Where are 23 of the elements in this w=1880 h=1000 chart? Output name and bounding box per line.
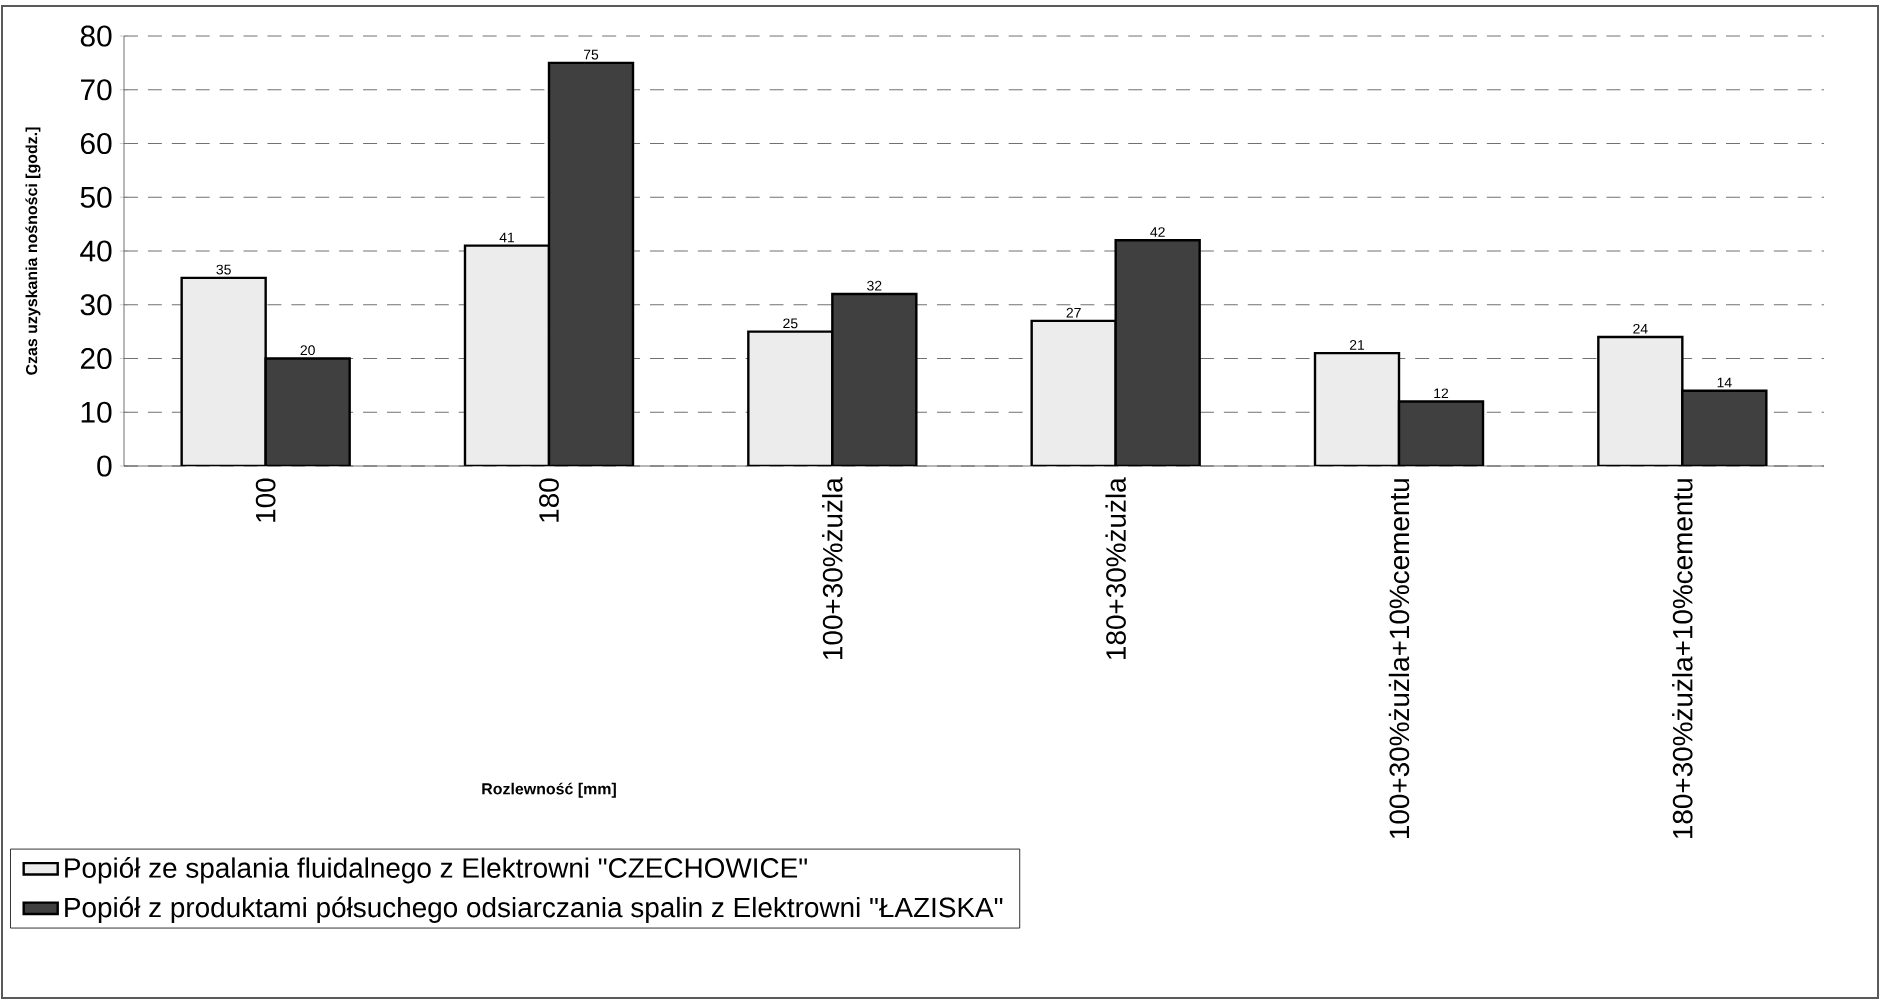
- x-tick-label: 100: [255, 478, 276, 522]
- y-tick-label: 60: [80, 132, 112, 155]
- legend-label: Popiół z produktami półsuchego odsiarczania spalin z Elektrowni "ŁAZISKA": [65, 896, 1003, 923]
- y-tick-label: 30: [80, 294, 112, 316]
- y-tick-label: 80: [80, 25, 112, 47]
- x-tick-label: 180+30%żużla: [1105, 477, 1126, 659]
- y-tick-label: 20: [80, 347, 112, 370]
- x-tick-label: 100+30%żużla+10%cementu: [1388, 479, 1410, 839]
- y-tick-label: 40: [80, 240, 112, 262]
- bar: [1030, 319, 1117, 466]
- x-tick-label: 180+30%żużla+10%cementu: [1672, 479, 1693, 839]
- legend-label: Popiół ze spalania fluidalnego z Elektrowni "CZECHOWICE": [65, 857, 807, 884]
- bar: [747, 330, 834, 466]
- y-tick-label: 50: [80, 186, 112, 208]
- y-tick-label: 0: [97, 455, 112, 477]
- y-tick-label: 70: [80, 79, 112, 101]
- x-tick-label: 180: [539, 478, 559, 522]
- bar: [1313, 351, 1401, 466]
- y-tick-label: 10: [81, 401, 112, 423]
- bar: [180, 276, 267, 466]
- bar: [1597, 335, 1684, 466]
- x-tick-label: 100+30%żużla: [822, 477, 843, 659]
- bar: [463, 244, 551, 466]
